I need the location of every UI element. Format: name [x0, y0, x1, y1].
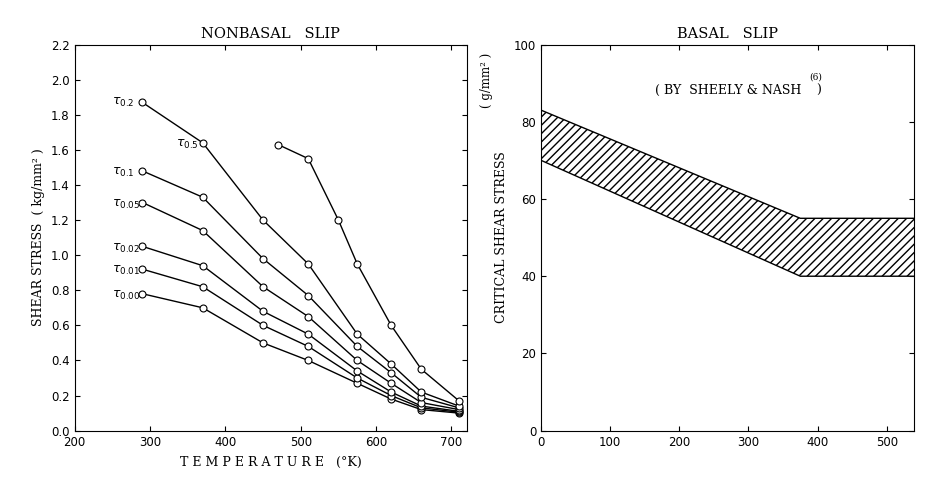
Text: $\tau_{0.05}$: $\tau_{0.05}$: [112, 198, 141, 211]
Y-axis label: CRITICAL SHEAR STRESS: CRITICAL SHEAR STRESS: [495, 152, 508, 323]
Y-axis label: SHEAR STRESS  ( kg/mm² ): SHEAR STRESS ( kg/mm² ): [33, 148, 46, 327]
X-axis label: T E M P E R A T U R E   (°K): T E M P E R A T U R E (°K): [180, 455, 361, 468]
Text: $\tau_{0.00}$: $\tau_{0.00}$: [112, 289, 141, 302]
Title: NONBASAL   SLIP: NONBASAL SLIP: [202, 27, 340, 41]
Text: $\tau_{0.1}$: $\tau_{0.1}$: [112, 166, 135, 179]
Text: $\tau_{0.02}$: $\tau_{0.02}$: [112, 242, 140, 255]
Text: (6): (6): [809, 73, 822, 82]
Text: ): ): [816, 84, 821, 98]
Text: ( g/mm² ): ( g/mm² ): [480, 52, 493, 107]
Polygon shape: [541, 110, 914, 276]
Text: $\tau_{0.01}$: $\tau_{0.01}$: [112, 264, 141, 278]
Title: BASAL   SLIP: BASAL SLIP: [677, 27, 778, 41]
Text: $\tau_{0.2}$: $\tau_{0.2}$: [112, 96, 134, 109]
Text: $\tau_{0.5}$: $\tau_{0.5}$: [176, 138, 199, 151]
Text: ( BY  SHEELY & NASH: ( BY SHEELY & NASH: [655, 84, 801, 98]
